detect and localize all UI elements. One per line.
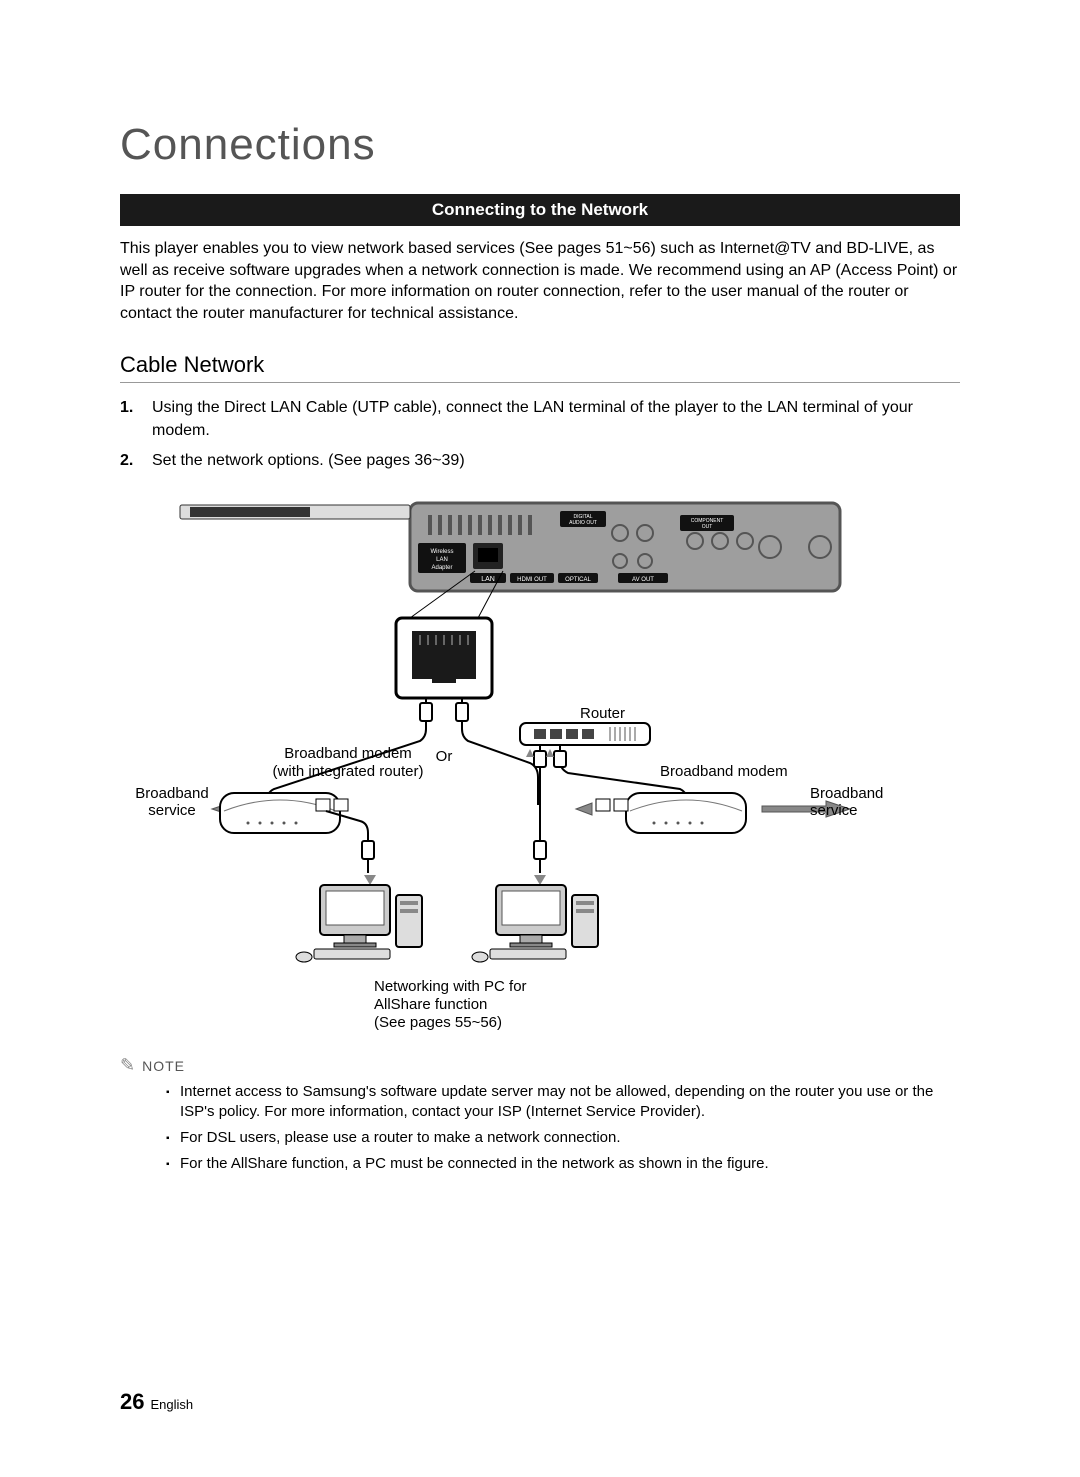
modem-left-l2: (with integrated router) [273, 763, 424, 780]
modem-right: Broadband modem [576, 763, 850, 833]
page-number: 26 [120, 1389, 144, 1414]
wlan-label: Wireless [430, 549, 453, 555]
lan-jack-zoom [396, 618, 492, 698]
pc-left [296, 885, 422, 962]
section-bar: Connecting to the Network [120, 194, 960, 226]
router-device: Router [520, 705, 650, 745]
step-1-num: 1. [120, 397, 133, 419]
intro-text: This player enables you to view network … [120, 238, 960, 324]
step-2: 2. Set the network options. (See pages 36… [120, 450, 960, 472]
router-label: Router [580, 705, 625, 722]
svg-text:OUT: OUT [702, 524, 713, 530]
svg-text:AUDIO OUT: AUDIO OUT [569, 520, 597, 526]
svg-text:Adapter: Adapter [431, 565, 452, 571]
avout-label: AV OUT [632, 577, 654, 583]
step-1: 1. Using the Direct LAN Cable (UTP cable)… [120, 397, 960, 442]
modem-left-l1: Broadband modem [284, 745, 412, 762]
note-heading-text: NOTE [142, 1058, 185, 1074]
service-left-l2: service [148, 802, 196, 819]
note-3: For the AllShare function, a PC must be … [166, 1154, 960, 1174]
player-rear-panel: Wireless LAN Adapter LAN HDMI OUT OPTICA… [180, 503, 840, 591]
svg-text:LAN: LAN [436, 557, 448, 563]
hdmi-label: HDMI OUT [517, 577, 547, 583]
caption-l2: AllShare function [374, 996, 487, 1013]
service-right-l1: Broadband [810, 785, 883, 802]
note-1: Internet access to Samsung's software up… [166, 1082, 960, 1123]
step-list: 1. Using the Direct LAN Cable (UTP cable)… [120, 397, 960, 472]
note-list: Internet access to Samsung's software up… [166, 1082, 960, 1175]
service-left-l1: Broadband [135, 785, 208, 802]
modem-left: Broadband modem (with integrated router) [212, 745, 423, 833]
or-label: Or [436, 748, 453, 765]
step-2-text: Set the network options. (See pages 36~3… [152, 452, 465, 469]
note-2: For DSL users, please use a router to ma… [166, 1128, 960, 1148]
step-1-text: Using the Direct LAN Cable (UTP cable), … [152, 399, 913, 438]
divider [120, 382, 960, 383]
note-icon: ✎ [120, 1055, 136, 1075]
network-diagram: Wireless LAN Adapter LAN HDMI OUT OPTICA… [120, 493, 960, 1043]
page-title: Connections [120, 120, 960, 170]
optical-label: OPTICAL [565, 577, 591, 583]
page-footer: 26 English [120, 1389, 193, 1415]
service-right-l2: service [810, 802, 858, 819]
subheading: Cable Network [120, 352, 960, 378]
caption-l1: Networking with PC for [374, 978, 527, 995]
lan-label: LAN [481, 576, 495, 583]
modem-right-label: Broadband modem [660, 763, 788, 780]
pc-right [472, 885, 598, 962]
caption-l3: (See pages 55~56) [374, 1014, 502, 1031]
page-language: English [150, 1397, 193, 1412]
step-2-num: 2. [120, 450, 133, 472]
note-heading: ✎ NOTE [120, 1055, 960, 1076]
